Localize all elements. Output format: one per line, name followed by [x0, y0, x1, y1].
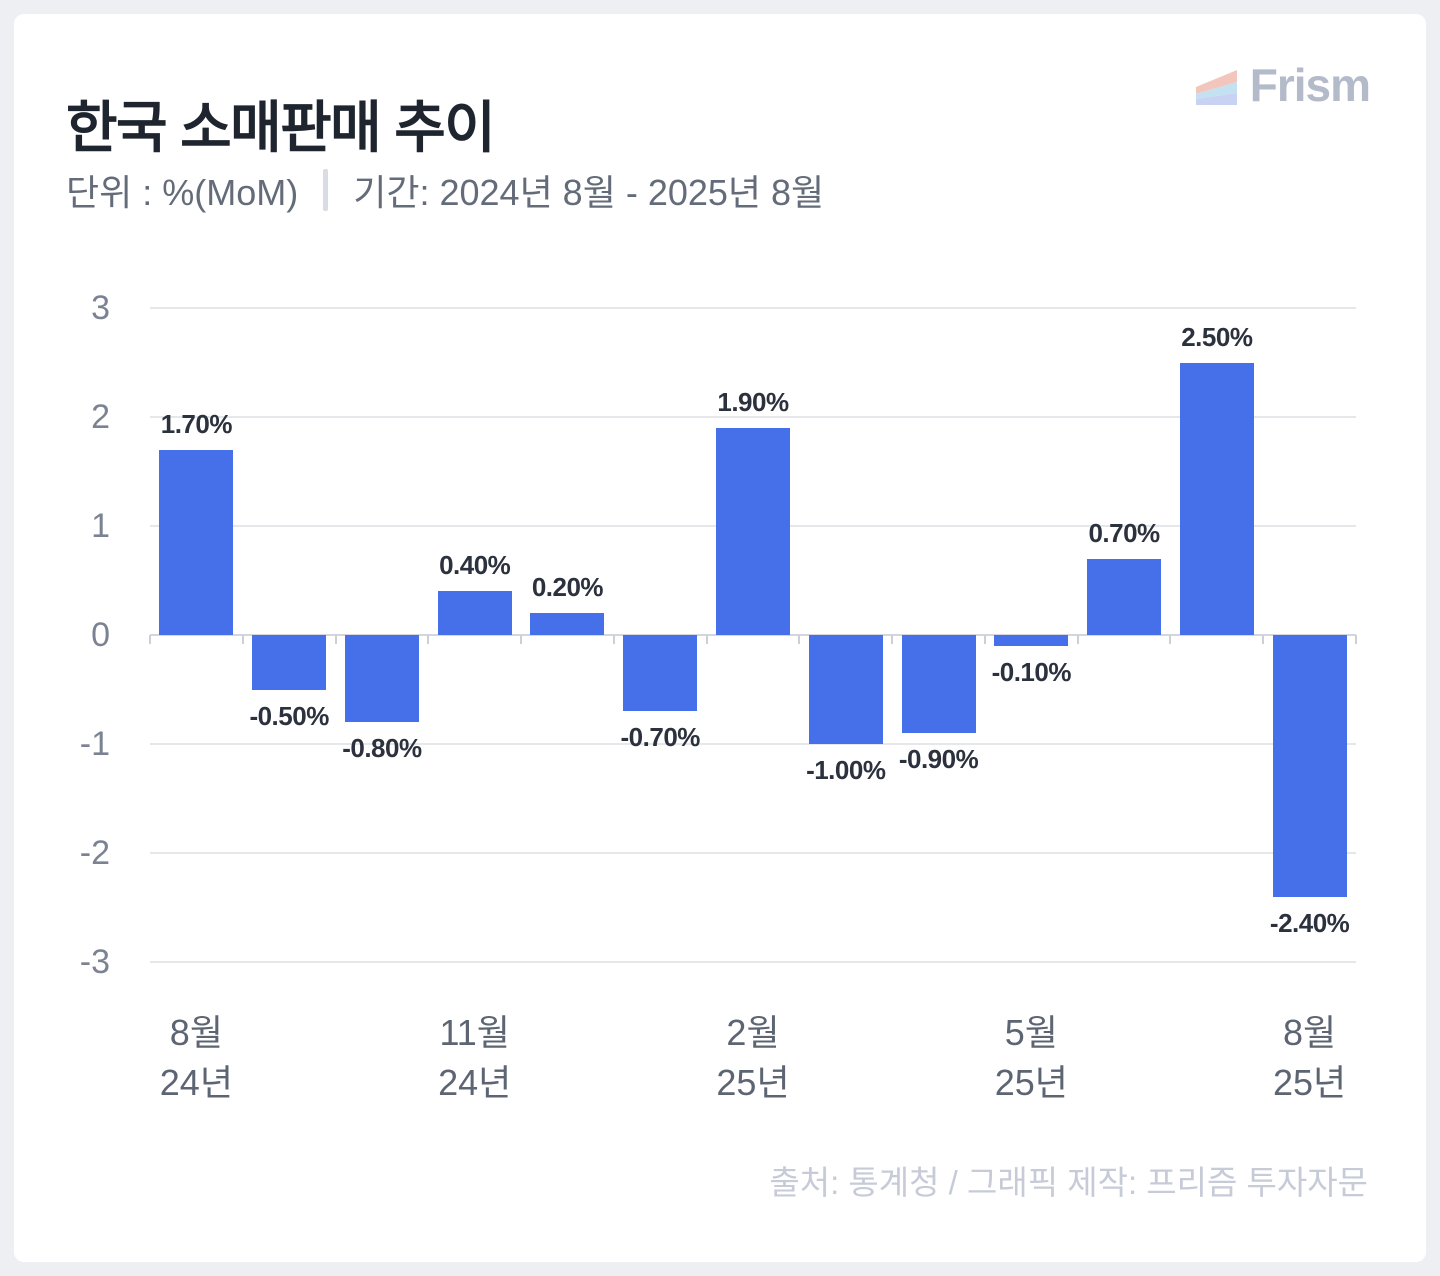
unit-label: 단위 : %(MoM)	[66, 172, 299, 213]
bar-value-label: 1.90%	[717, 386, 789, 417]
subtitle-divider	[323, 169, 329, 211]
bar-value-label: -0.70%	[620, 722, 701, 753]
gridline	[150, 852, 1356, 854]
x-axis-tick-label: 2월 25년	[668, 1008, 838, 1108]
bar-value-label: -0.50%	[249, 700, 329, 731]
brand-logo: Frism	[1195, 59, 1371, 111]
axis-tick	[612, 635, 615, 644]
x-axis-tick-year: 24년	[159, 1062, 233, 1103]
bar-value-label: 1.70%	[160, 408, 233, 439]
x-axis-tick-year: 24년	[438, 1062, 512, 1103]
bar-value-label: -1.00%	[806, 755, 886, 785]
brand-logo-text: Frism	[1249, 59, 1371, 111]
y-axis-tick-label: -3	[79, 943, 110, 981]
x-axis-tick-year: 25년	[1273, 1062, 1347, 1103]
x-axis-tick-label: 8월 24년	[111, 1008, 281, 1108]
infographic-card: 한국 소매판매 추이 Frism 단위 : %(MoM) 기간: 2024년 8…	[14, 14, 1426, 1262]
x-axis-tick-year: 25년	[994, 1062, 1068, 1103]
bar-value-label: -0.10%	[991, 656, 1072, 687]
x-axis-tick-label: 11월 24년	[390, 1008, 560, 1108]
axis-tick	[798, 635, 801, 644]
axis-tick	[1169, 635, 1172, 644]
axis-tick	[1355, 635, 1357, 644]
gridline	[150, 307, 1356, 309]
source-text: 출처: 통계청 / 그래픽 제작: 프리즘 투자자문	[769, 1164, 1368, 1201]
x-axis-tick-month: 8월	[169, 1012, 223, 1053]
bar	[530, 613, 605, 635]
page-title: 한국 소매판매 추이	[66, 95, 496, 159]
gridline	[150, 961, 1356, 963]
axis-tick	[1262, 635, 1265, 644]
axis-tick	[983, 635, 986, 644]
bar-value-label: 0.70%	[1088, 517, 1160, 548]
x-axis-tick-month: 8월	[1283, 1012, 1337, 1053]
x-axis-baseline	[150, 634, 1356, 636]
axis-tick	[891, 635, 894, 644]
bar	[437, 591, 512, 635]
bar	[994, 635, 1069, 646]
bar-value-label: -2.40%	[1269, 907, 1350, 938]
axis-tick	[427, 635, 430, 644]
bar-chart: 3 2 1 0 -1 -2 -3 1.70% -0.50% -0.80% 0.40% 0.20% -0.…	[14, 14, 1426, 1262]
bar	[1179, 362, 1254, 635]
bar	[1087, 558, 1162, 635]
y-axis-tick-label: -2	[79, 834, 110, 872]
chart-subtitle: 단위 : %(MoM) 기간: 2024년 8월 - 2025년 8월	[66, 164, 824, 216]
x-axis-tick-month: 5월	[1004, 1012, 1058, 1053]
y-axis-tick-label: -1	[79, 725, 110, 763]
bar	[901, 635, 976, 734]
axis-tick	[520, 635, 523, 644]
bar-value-label: 2.50%	[1181, 321, 1253, 352]
y-axis-tick-label: 0	[91, 616, 110, 654]
x-axis-tick-month: 2월	[726, 1012, 780, 1053]
gridline	[150, 743, 1356, 745]
x-axis-tick-label: 5월 25년	[946, 1008, 1116, 1108]
bar	[1272, 635, 1347, 897]
bar-value-label: -0.80%	[342, 733, 422, 764]
x-axis-tick-label: 8월 25년	[1225, 1008, 1395, 1108]
x-axis-tick-year: 25년	[716, 1062, 790, 1103]
bar-value-label: 0.40%	[439, 550, 511, 581]
bar	[159, 449, 234, 635]
gridline	[150, 416, 1356, 418]
period-label: 기간: 2024년 8월 - 2025년 8월	[353, 172, 825, 213]
axis-tick	[705, 635, 708, 644]
bar	[252, 635, 327, 690]
y-axis-tick-label: 2	[91, 398, 110, 436]
axis-tick	[149, 635, 151, 644]
axis-tick	[334, 635, 337, 644]
bar-value-label: -0.90%	[898, 744, 979, 775]
y-axis-tick-label: 1	[91, 507, 110, 545]
bar	[716, 427, 790, 635]
axis-tick	[241, 635, 244, 644]
bar	[344, 635, 419, 723]
axis-tick	[1076, 635, 1079, 644]
x-axis-tick-month: 11월	[439, 1012, 510, 1053]
bar-value-label: 0.20%	[531, 572, 604, 603]
bar	[808, 635, 883, 744]
bar	[623, 635, 698, 712]
y-axis-tick-label: 3	[91, 289, 110, 327]
prism-logo-icon	[1195, 69, 1237, 105]
